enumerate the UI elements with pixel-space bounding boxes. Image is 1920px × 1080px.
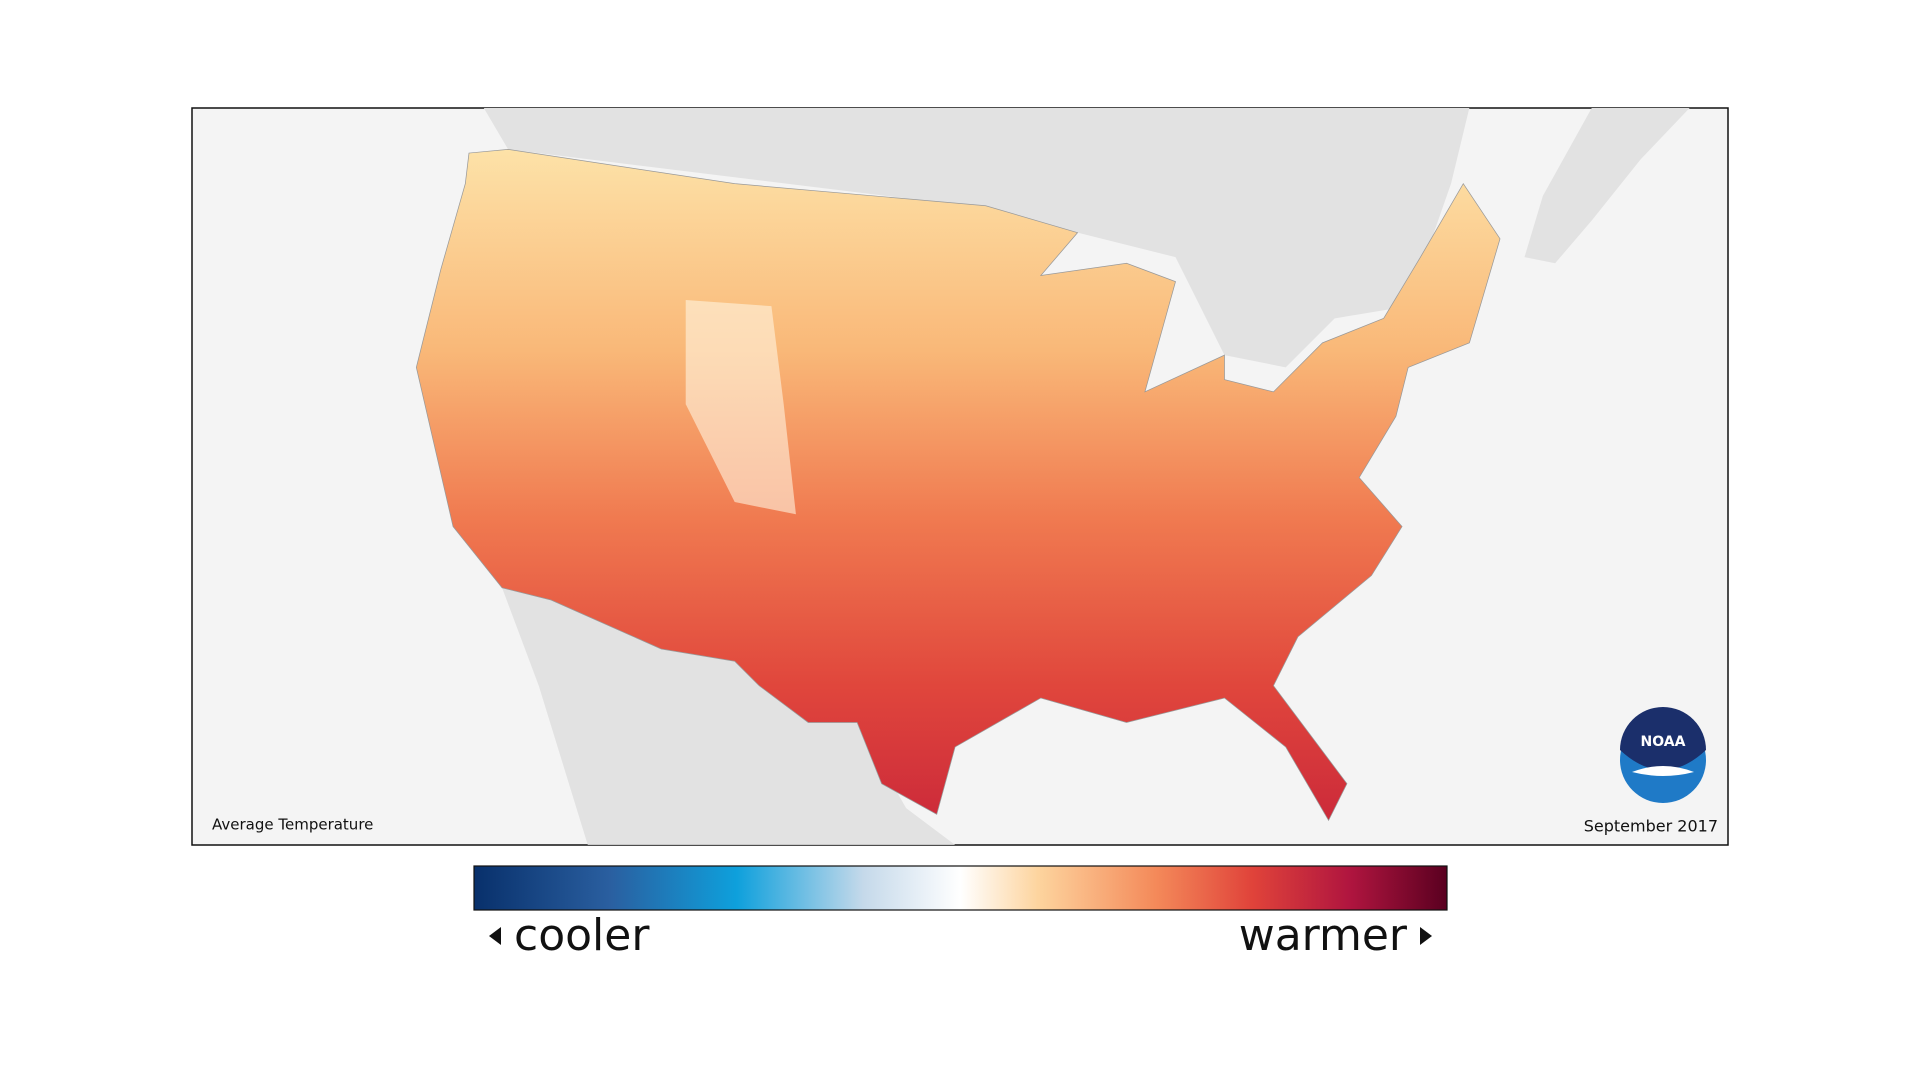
map-date: September 2017 <box>1584 817 1718 836</box>
noaa-logo: NOAA <box>1620 707 1706 803</box>
arrow-right <box>1420 927 1432 945</box>
logo-bird <box>1632 766 1694 776</box>
logo-text: NOAA <box>1641 734 1686 750</box>
rockies-cool <box>685 300 796 515</box>
map-layer <box>415 108 1690 845</box>
legend-high-label: warmer <box>1239 910 1408 961</box>
canada-east <box>1524 108 1690 264</box>
arrow-left <box>489 927 501 945</box>
logo-top <box>1620 707 1706 770</box>
color-scale <box>473 865 1448 911</box>
mexico-land <box>502 587 956 845</box>
legend-low-label: cooler <box>514 910 650 961</box>
map-title: Average Temperature <box>212 816 373 834</box>
canada-land <box>483 108 1470 368</box>
